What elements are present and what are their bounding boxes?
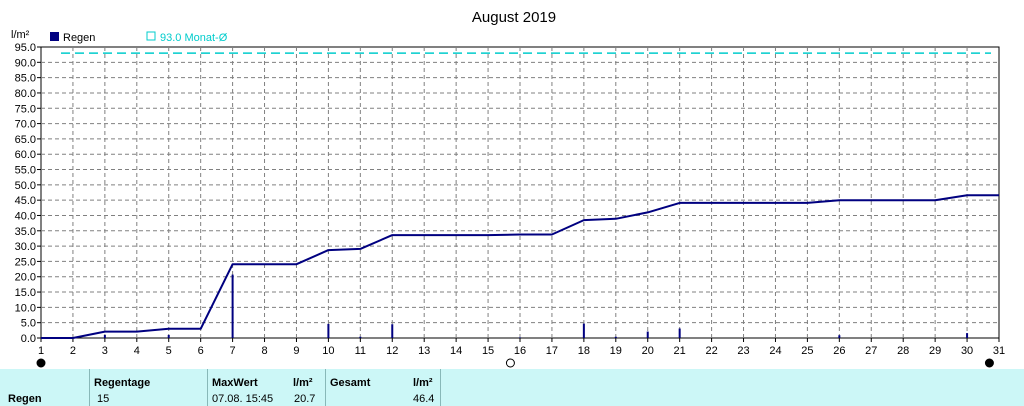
stats-panel: Regen Regentage 15 MaxWert 07.08. 15:45 …: [0, 369, 1024, 406]
y-tick-label: 5.0: [21, 318, 36, 330]
x-tick-label: 17: [546, 345, 558, 357]
x-tick-label: 15: [482, 345, 494, 357]
x-tick-label: 21: [674, 345, 686, 357]
maxwert-value: 20.7: [294, 393, 316, 405]
x-tick-label: 27: [865, 345, 877, 357]
x-tick-label: 13: [418, 345, 430, 357]
x-tick-label: 14: [450, 345, 462, 357]
x-tick-label: 29: [929, 345, 941, 357]
cumulative-rain-line: [41, 194, 999, 339]
y-tick-label: 0.0: [21, 333, 36, 345]
regentage-label: Regentage: [94, 377, 151, 389]
y-tick-label: 45.0: [15, 195, 36, 207]
x-tick-label: 19: [610, 345, 622, 357]
x-tick-label: 3: [102, 345, 108, 357]
y-tick-label: 20.0: [15, 272, 36, 284]
x-tick-label: 9: [293, 345, 299, 357]
x-tick-label: 4: [134, 345, 140, 357]
y-tick-label: 40.0: [15, 210, 36, 222]
daily-rain-bars: [103, 274, 969, 338]
legend-swatch-regen: [50, 32, 59, 41]
maxwert-date: 07.08. 15:45: [212, 393, 274, 405]
y-tick-label: 50.0: [15, 180, 36, 192]
x-tick-label: 25: [801, 345, 813, 357]
y-tick-label: 80.0: [15, 88, 36, 100]
x-tick-label: 30: [961, 345, 973, 357]
regentage-value: 15: [97, 393, 110, 405]
x-tick-label: 12: [386, 345, 398, 357]
y-tick-label: 75.0: [15, 103, 36, 115]
x-tick-label: 23: [737, 345, 749, 357]
gesamt-value: 46.4: [413, 393, 435, 405]
y-tick-label: 85.0: [15, 73, 36, 85]
y-tick-label: 60.0: [15, 149, 36, 161]
x-tick-label: 1: [38, 345, 44, 357]
gesamt-label: Gesamt: [330, 377, 371, 389]
gesamt-unit: l/m²: [413, 377, 433, 389]
legend-label-average: 93.0 Monat-Ø: [160, 32, 228, 44]
x-tick-label: 7: [230, 345, 236, 357]
y-axis-label: l/m²: [11, 29, 30, 41]
y-tick-label: 95.0: [15, 42, 36, 54]
y-tick-label: 30.0: [15, 241, 36, 253]
legend-label-regen: Regen: [63, 32, 95, 44]
x-tick-label: 6: [198, 345, 204, 357]
x-tick-label: 8: [261, 345, 267, 357]
maxwert-label: MaxWert: [212, 377, 258, 389]
stats-row-label: Regen: [8, 393, 42, 405]
moon-phase-markers: [36, 358, 994, 368]
x-tick-label: 5: [166, 345, 172, 357]
new-moon-icon: [505, 358, 515, 368]
legend-swatch-average: [146, 31, 156, 41]
maxwert-unit: l/m²: [293, 377, 313, 389]
x-tick-label: 26: [833, 345, 845, 357]
rain-chart: August 2019 l/m² Regen 93.0 Monat-Ø 0.0 5…: [11, 9, 1005, 368]
cumulative-series-line: [41, 194, 999, 339]
full-moon-icon: [36, 358, 46, 368]
y-tick-label: 15.0: [15, 287, 36, 299]
full-moon-icon: [984, 358, 994, 368]
y-tick-label: 70.0: [15, 119, 36, 131]
x-tick-label: 10: [322, 345, 334, 357]
y-tick-label: 55.0: [15, 165, 36, 177]
plot-area: [40, 46, 1000, 339]
x-tick-label: 28: [897, 345, 909, 357]
x-axis-ticks: 1 2 3 4 5 6 7 8 9 10 11 12 13 14 15 16 17 18 19 20 21 22 23 24 2…: [38, 338, 1005, 357]
y-tick-label: 65.0: [15, 134, 36, 146]
y-tick-label: 35.0: [15, 226, 36, 238]
y-tick-label: 25.0: [15, 256, 36, 268]
y-axis-ticks: 0.0 5.0 10.0 15.0 20.0 25.0 30.0 35.0 40.0 45.0 50…: [15, 42, 41, 345]
x-tick-label: 16: [514, 345, 526, 357]
x-tick-label: 2: [70, 345, 76, 357]
x-tick-label: 20: [642, 345, 654, 357]
x-tick-label: 22: [705, 345, 717, 357]
chart-title: August 2019: [472, 9, 556, 26]
legend: Regen 93.0 Monat-Ø: [50, 31, 228, 44]
x-tick-label: 11: [355, 345, 366, 357]
y-tick-label: 10.0: [15, 302, 36, 314]
y-tick-label: 90.0: [15, 57, 36, 69]
x-tick-label: 24: [769, 345, 781, 357]
x-tick-label: 18: [578, 345, 590, 357]
x-tick-label: 31: [993, 345, 1005, 357]
